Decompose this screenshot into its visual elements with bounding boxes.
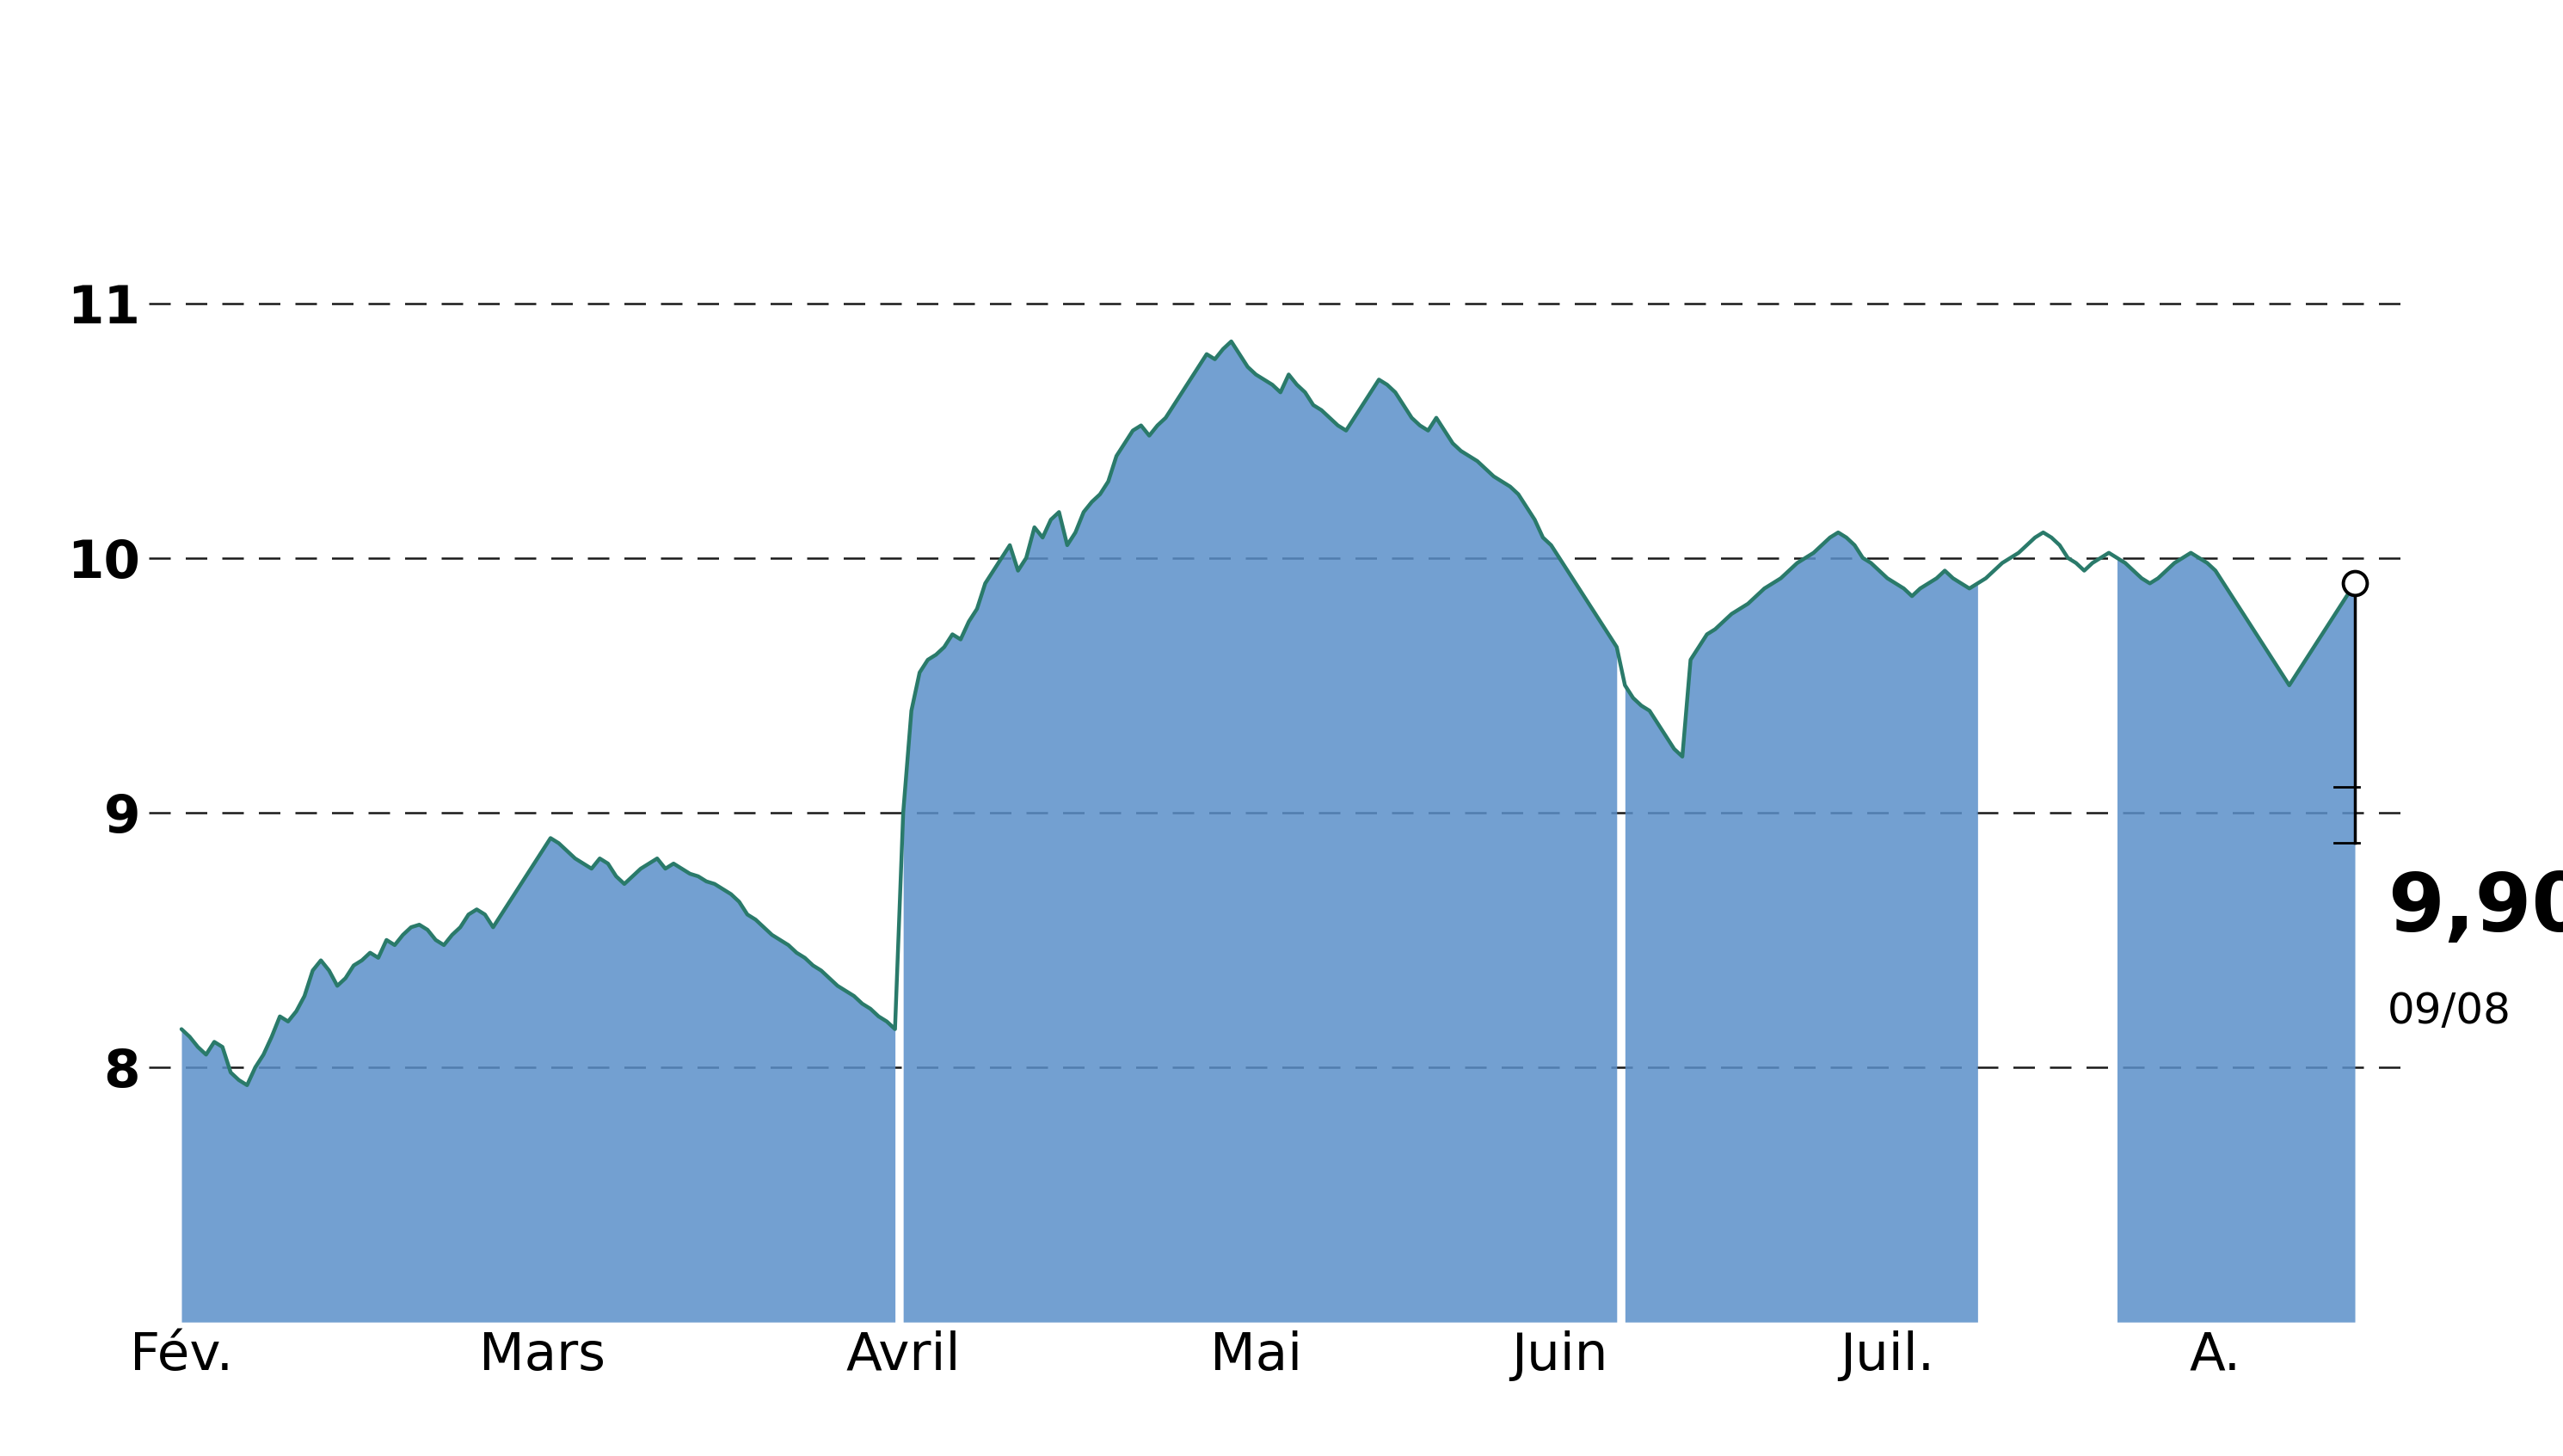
Text: 9,90: 9,90 <box>2389 869 2563 949</box>
Text: VIEL ET COMPAGNIE: VIEL ET COMPAGNIE <box>743 35 1820 128</box>
Text: 09/08: 09/08 <box>2389 990 2512 1032</box>
